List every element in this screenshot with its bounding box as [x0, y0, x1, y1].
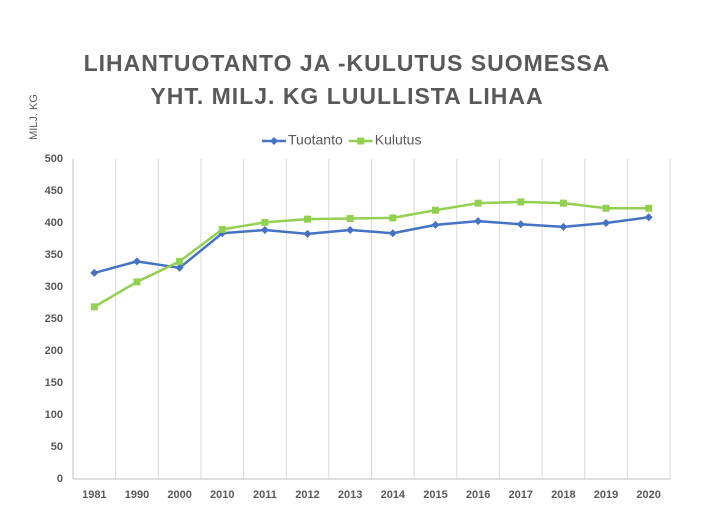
x-tick-label: 2014 [381, 489, 406, 501]
point [389, 214, 397, 222]
point [474, 199, 482, 207]
x-tick-label: 2018 [551, 489, 575, 501]
point [645, 204, 653, 212]
point [133, 278, 141, 286]
line [93, 200, 649, 308]
x-tick-label: 2019 [594, 489, 618, 501]
point [303, 229, 312, 238]
point [90, 268, 99, 277]
point [644, 213, 653, 222]
x-tick-label: 2000 [167, 489, 191, 501]
y-tick-label: 0 [57, 473, 63, 485]
line [93, 216, 649, 275]
y-tick-label: 300 [45, 281, 63, 293]
x-tick-label: 2013 [338, 489, 362, 501]
legend-marker [270, 137, 278, 145]
x-tick-label: 2015 [423, 489, 447, 501]
legend-label: Tuotanto [288, 132, 343, 148]
point [517, 198, 525, 206]
point [516, 220, 525, 229]
chart-title: YHT. MILJ. KG LUULLISTA LIHAA [150, 83, 543, 109]
y-tick-label: 500 [45, 153, 63, 165]
point [176, 257, 184, 265]
legend-marker [357, 137, 365, 145]
y-axis-label: MILJ. KG [28, 94, 40, 140]
y-tick-label: 150 [45, 377, 63, 389]
point [132, 257, 141, 266]
point [602, 204, 610, 212]
x-tick-label: 1981 [82, 489, 106, 501]
y-tick-label: 250 [45, 313, 63, 325]
point [175, 263, 184, 272]
x-tick-label: 2011 [253, 489, 277, 501]
y-tick-label: 100 [45, 409, 63, 421]
point [559, 222, 568, 231]
y-tick-label: 50 [51, 441, 63, 453]
point [304, 215, 312, 223]
y-tick-label: 400 [45, 217, 63, 229]
point [218, 225, 226, 233]
point [346, 226, 355, 235]
point [559, 199, 567, 207]
x-tick-label: 2016 [466, 489, 490, 501]
x-tick-label: 1990 [125, 489, 149, 501]
point [261, 218, 269, 226]
legend-label: Kulutus [375, 132, 422, 148]
x-tick-label: 2020 [636, 489, 660, 501]
point [431, 206, 439, 214]
x-tick-label: 2010 [210, 489, 234, 501]
point [431, 220, 440, 229]
y-tick-label: 350 [45, 249, 63, 261]
point [388, 229, 397, 238]
chart-title: LIHANTUOTANTO JA -KULUTUS SUOMESSA [84, 50, 611, 76]
point [474, 217, 483, 226]
point [260, 226, 269, 235]
point [90, 303, 98, 311]
y-tick-label: 450 [45, 185, 63, 197]
y-tick-label: 200 [45, 345, 63, 357]
x-tick-label: 2017 [509, 489, 533, 501]
point [346, 215, 354, 223]
point [602, 219, 611, 227]
x-tick-label: 2012 [295, 489, 319, 501]
